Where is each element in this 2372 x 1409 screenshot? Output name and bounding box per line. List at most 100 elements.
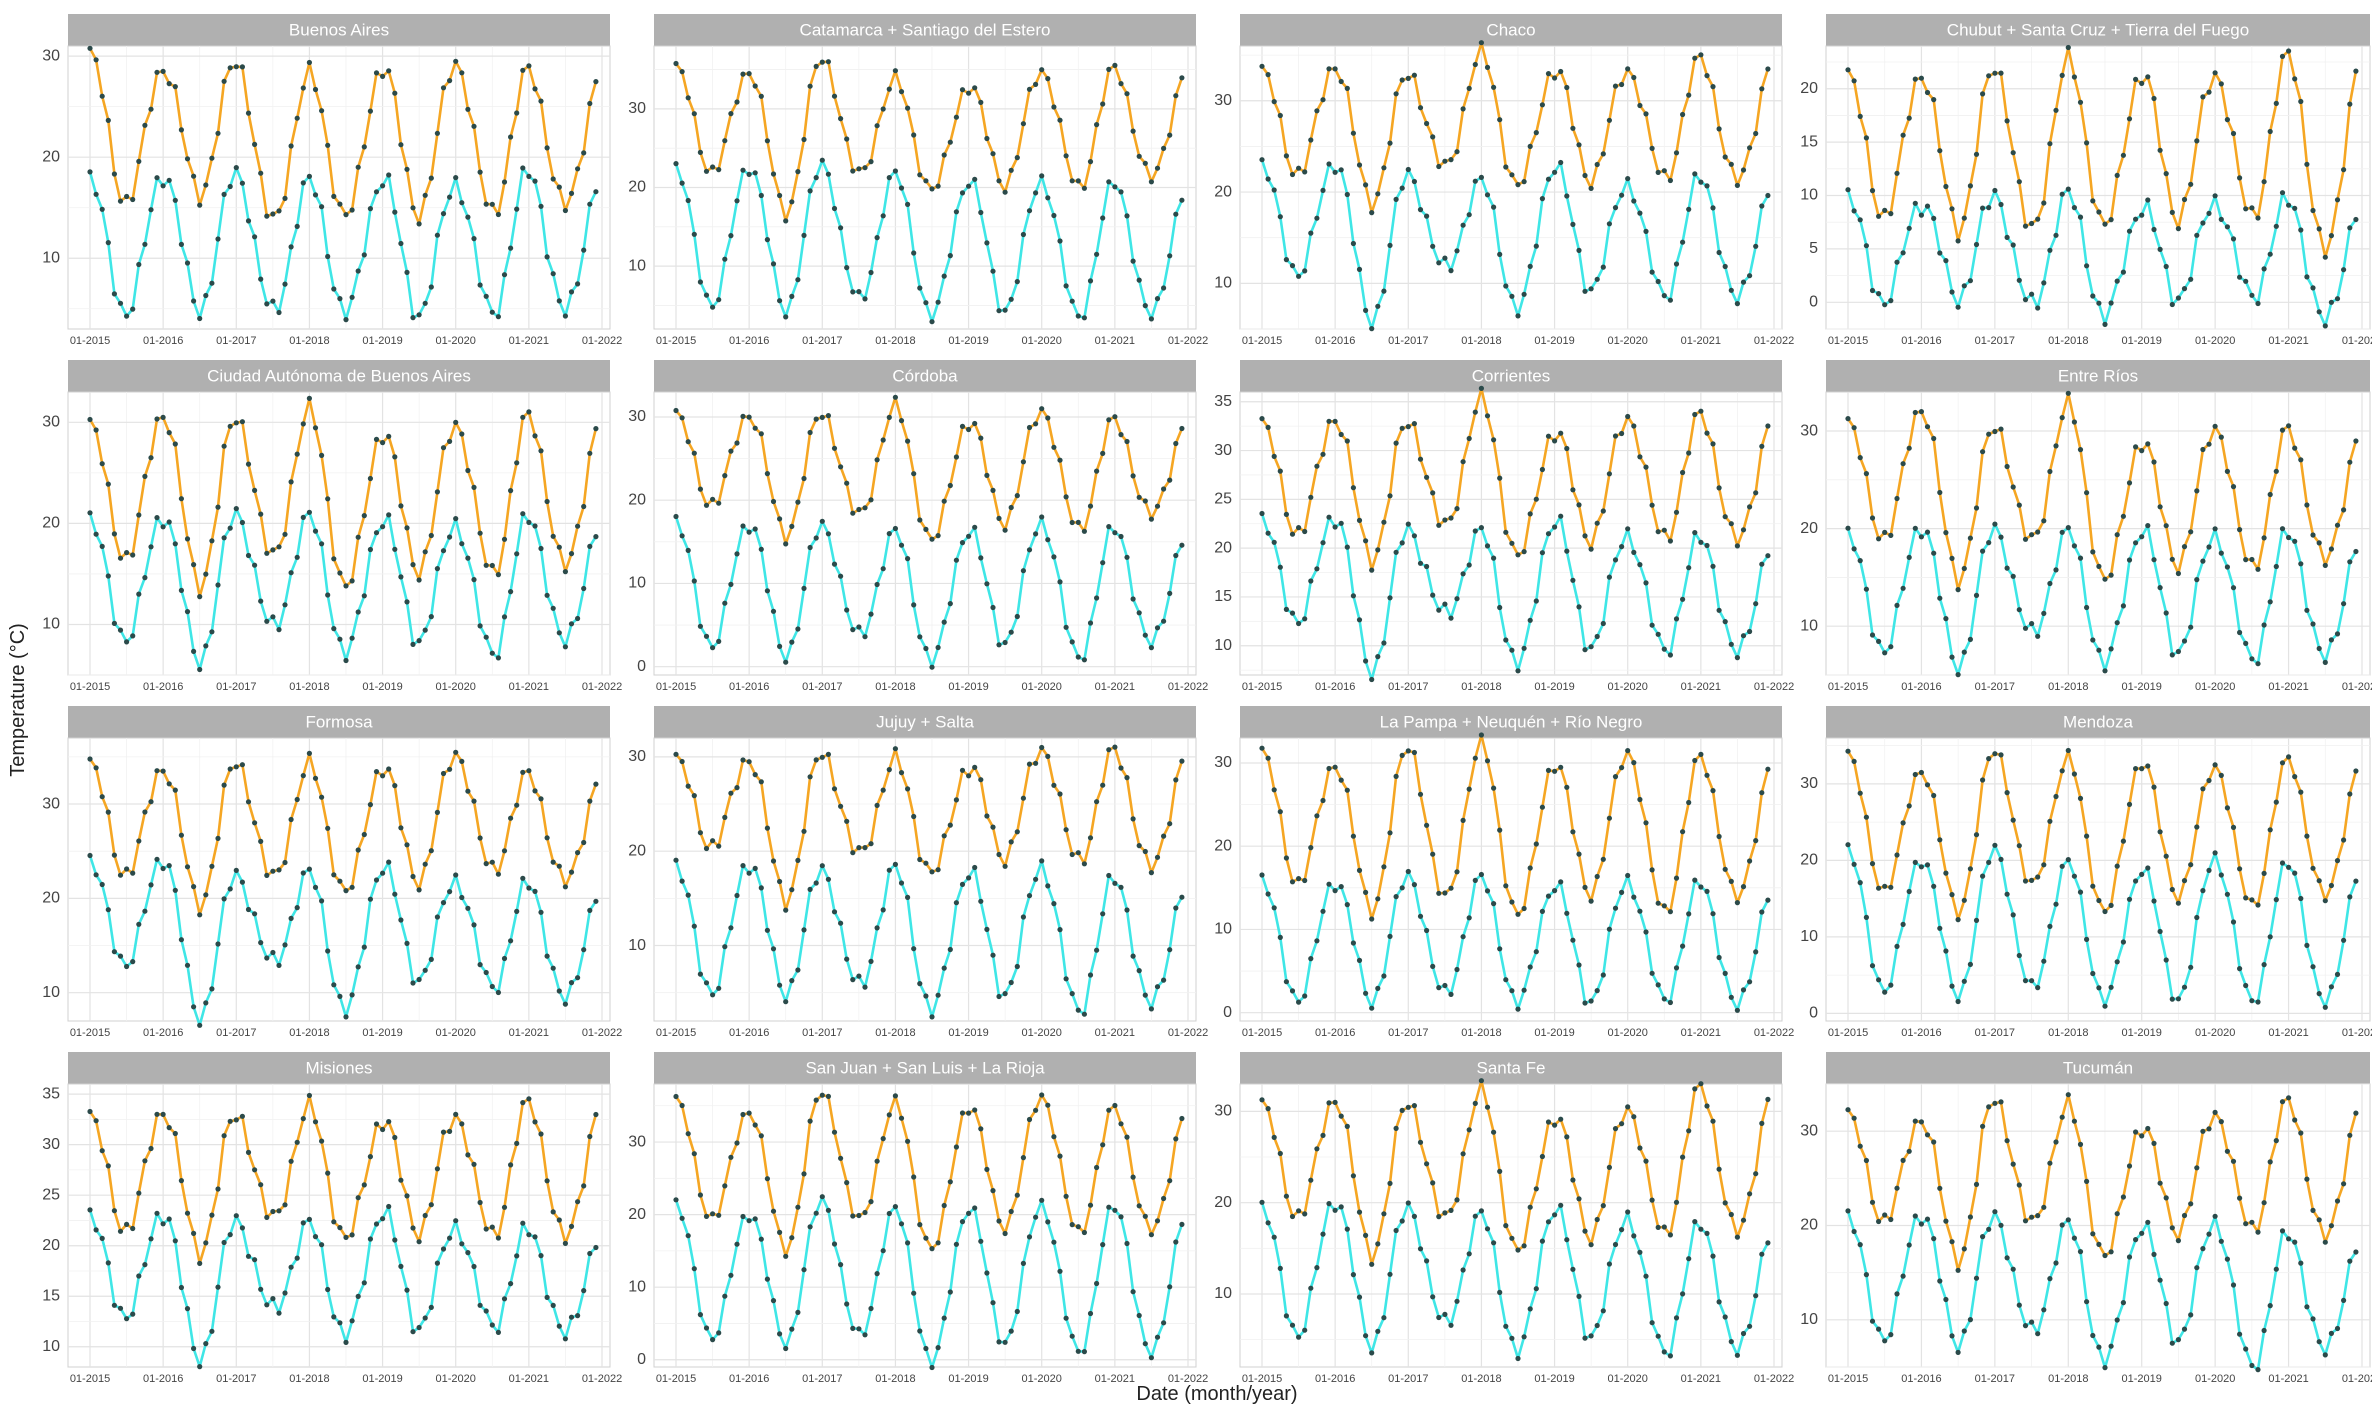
data-point [1655, 900, 1661, 906]
data-point [300, 1220, 306, 1226]
data-point [276, 1208, 282, 1214]
data-point [404, 1193, 410, 1199]
data-point [508, 245, 514, 251]
data-point [386, 766, 392, 772]
data-point [1661, 996, 1667, 1002]
data-point [819, 157, 825, 163]
data-point [1411, 882, 1417, 888]
data-point [2157, 1180, 2163, 1186]
data-point [2041, 862, 2047, 868]
data-point [593, 1111, 599, 1118]
data-point [1466, 435, 1472, 442]
data-point [935, 183, 941, 189]
data-point [1308, 230, 1314, 236]
data-point [679, 1215, 685, 1221]
data-point [434, 1166, 440, 1172]
data-point [2010, 242, 2016, 248]
data-point [1594, 276, 1600, 282]
data-point [917, 981, 923, 987]
data-point [2298, 789, 2304, 795]
data-point [923, 993, 929, 999]
data-point [1765, 766, 1771, 772]
data-point [1655, 631, 1661, 637]
y-tick-label: 0 [637, 1351, 646, 1368]
data-point [905, 201, 911, 207]
data-point [1087, 620, 1094, 626]
data-point [1961, 978, 1967, 984]
data-point [1900, 1157, 1906, 1163]
data-point [734, 785, 740, 791]
data-point [1112, 880, 1118, 886]
data-point [2120, 1194, 2126, 1200]
data-point [1765, 553, 1771, 559]
min-temperature-line [674, 158, 1184, 323]
data-point [117, 872, 124, 878]
y-tick-label: 10 [1214, 637, 1232, 654]
x-tick-label: 01-2018 [1461, 1373, 1501, 1385]
data-point [1876, 977, 1882, 983]
data-point [2181, 1326, 2188, 1332]
data-point [209, 280, 215, 286]
x-tick-label: 01-2016 [729, 1373, 769, 1385]
data-point [764, 825, 771, 831]
data-point [1698, 52, 1704, 58]
data-point [1014, 493, 1020, 499]
data-point [1692, 1086, 1698, 1092]
x-tick-label: 01-2022 [1754, 681, 1794, 693]
data-point [1986, 756, 1992, 762]
data-point [2316, 1217, 2322, 1223]
data-point [2230, 130, 2237, 137]
data-point [1484, 888, 1491, 894]
data-point [1740, 987, 1747, 993]
data-point [1332, 418, 1338, 424]
data-point [746, 71, 752, 77]
data-point [752, 170, 758, 176]
data-point [2059, 191, 2065, 197]
data-point [2206, 1126, 2212, 1132]
data-point [477, 1199, 483, 1206]
data-point [1967, 278, 1973, 284]
data-point [1740, 1330, 1747, 1337]
data-point [831, 445, 838, 451]
data-point [1937, 837, 1943, 843]
data-point [1539, 1238, 1545, 1244]
data-point [459, 541, 465, 547]
data-point [1509, 647, 1515, 653]
data-point [898, 89, 905, 95]
data-point [172, 1238, 178, 1244]
data-point [562, 1240, 569, 1246]
data-point [990, 268, 996, 274]
data-point [2316, 309, 2322, 315]
data-point [1851, 425, 1857, 431]
data-point [1980, 91, 1986, 97]
data-point [2096, 300, 2102, 306]
data-point [1857, 880, 1863, 886]
data-point [2188, 181, 2194, 187]
data-point [1302, 1211, 1308, 1217]
data-point [1931, 97, 1937, 103]
data-point [2059, 1222, 2065, 1228]
data-point [1448, 1322, 1454, 1328]
x-tick-label: 01-2018 [289, 1027, 329, 1039]
data-point [1259, 1199, 1265, 1205]
data-point [160, 414, 166, 420]
data-point [1393, 1125, 1399, 1131]
data-point [1521, 549, 1527, 555]
data-point [124, 313, 130, 319]
data-point [1356, 617, 1363, 623]
y-tick-label: 20 [42, 1237, 60, 1254]
data-point [892, 1204, 899, 1210]
data-point [844, 818, 850, 824]
data-point [2206, 544, 2212, 550]
data-point [1063, 1193, 1069, 1199]
data-point [2108, 1249, 2114, 1255]
data-point [471, 577, 477, 583]
data-point [306, 173, 312, 179]
data-point [1112, 1102, 1118, 1109]
x-tick-label: 01-2016 [1901, 1373, 1941, 1385]
data-point [2010, 1161, 2016, 1167]
data-point [722, 473, 728, 479]
data-point [2218, 81, 2224, 87]
data-point [1631, 74, 1637, 81]
